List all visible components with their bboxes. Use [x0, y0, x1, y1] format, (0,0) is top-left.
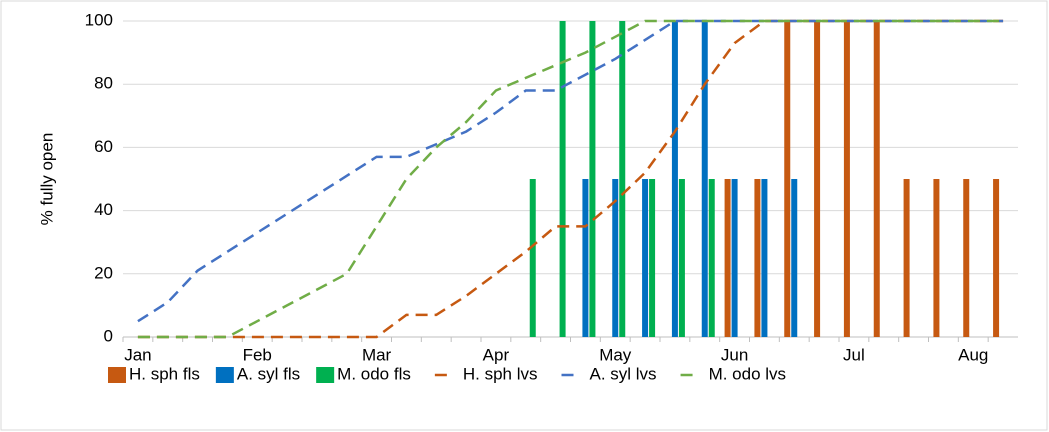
x-tick-label: Feb	[243, 345, 272, 364]
bar	[724, 179, 731, 337]
bar	[784, 21, 791, 337]
y-tick-label: 80	[94, 74, 113, 93]
legend-label: A. syl fls	[237, 364, 300, 383]
bar	[903, 179, 910, 337]
legend-label: H. sph lvs	[463, 364, 538, 383]
y-tick-label: 100	[85, 10, 113, 29]
bar	[559, 21, 566, 337]
line	[137, 19, 1004, 339]
bar	[708, 179, 715, 337]
bar	[612, 179, 619, 337]
x-tick-label: Jul	[843, 345, 865, 364]
x-tick-label: Jun	[721, 345, 748, 364]
x-tick-label: Apr	[483, 345, 510, 364]
line	[137, 19, 1004, 339]
x-tick-label: Jan	[124, 345, 151, 364]
x-tick-label: May	[599, 345, 632, 364]
legend-swatch	[316, 367, 335, 383]
legend-swatch	[215, 367, 234, 383]
legend-label: A. syl lvs	[590, 364, 657, 383]
bar	[619, 21, 626, 337]
y-axis-label: % fully open	[37, 133, 56, 226]
bar	[873, 21, 880, 337]
y-tick-label: 0	[104, 326, 113, 345]
bar	[933, 179, 940, 337]
y-tick-label: 60	[94, 137, 113, 156]
bar	[761, 179, 768, 337]
bar	[701, 21, 708, 337]
bar	[814, 21, 821, 337]
bar	[731, 179, 738, 337]
y-tick-label: 40	[94, 200, 113, 219]
bar	[649, 179, 656, 337]
bar	[993, 179, 1000, 337]
bar	[582, 179, 589, 337]
legend-label: M. odo fls	[337, 364, 411, 383]
bar	[678, 179, 685, 337]
bar	[589, 21, 596, 337]
bar	[963, 179, 970, 337]
bar	[754, 179, 761, 337]
y-tick-label: 20	[94, 263, 113, 282]
line	[137, 19, 1004, 323]
x-tick-label: Aug	[958, 345, 988, 364]
legend-label: H. sph fls	[129, 364, 200, 383]
bar	[671, 21, 678, 337]
bar	[843, 21, 850, 337]
bar	[529, 179, 536, 337]
x-tick-label: Mar	[362, 345, 392, 364]
bar	[642, 179, 649, 337]
legend-label: M. odo lvs	[709, 364, 786, 383]
legend-swatch	[108, 367, 126, 383]
bar	[791, 179, 798, 337]
